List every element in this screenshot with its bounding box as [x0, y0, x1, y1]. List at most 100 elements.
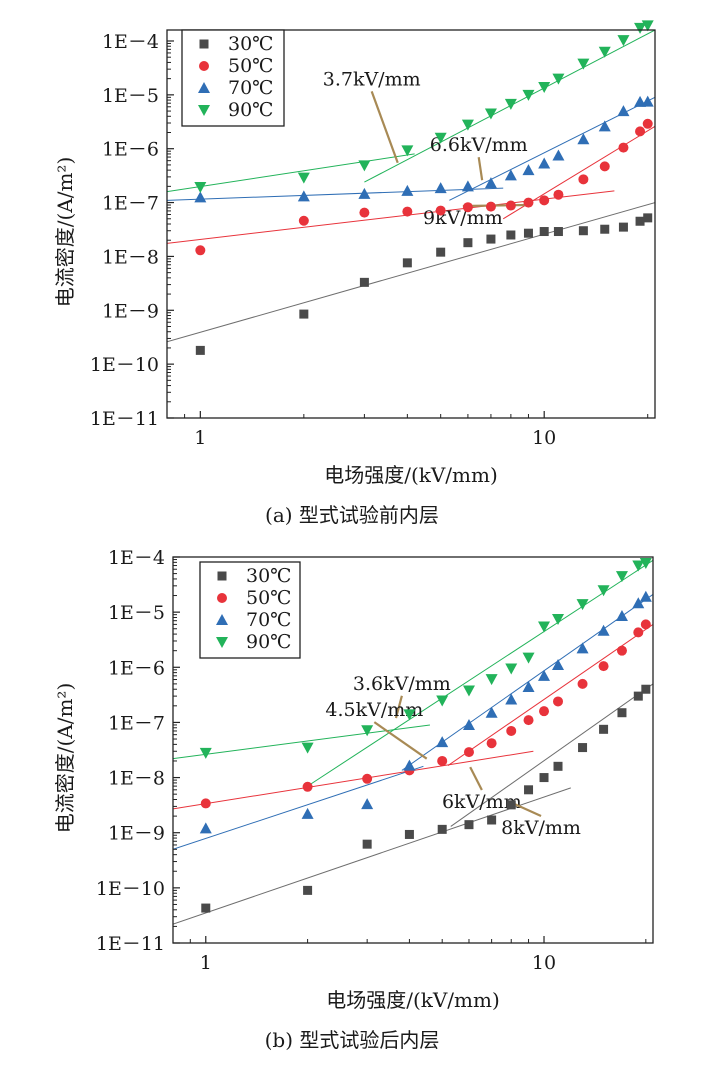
annotation-leader: [512, 802, 542, 817]
legend-label: 50℃: [246, 587, 291, 609]
x-tick-label: 1: [200, 952, 212, 974]
y-tick-label: 1E－4: [102, 31, 159, 53]
data-point: [434, 182, 447, 194]
chart-b-points: [199, 557, 652, 913]
data-point: [506, 725, 517, 736]
legend-marker: [198, 105, 210, 116]
data-point: [463, 747, 474, 758]
data-point: [641, 684, 651, 694]
data-point: [617, 708, 627, 718]
data-point: [462, 202, 473, 213]
fit-line: [167, 202, 655, 343]
fit-line: [173, 750, 534, 810]
data-point: [401, 145, 414, 157]
legend-marker: [198, 82, 210, 93]
data-point: [635, 126, 646, 137]
y-tick-label: 1E－5: [102, 85, 159, 107]
data-point: [506, 800, 516, 810]
data-point: [632, 597, 645, 609]
legend-marker: [217, 593, 227, 603]
data-point: [618, 142, 629, 153]
annotation-label: 4.5kV/mm: [325, 699, 423, 721]
fit-line: [447, 623, 653, 766]
data-point: [633, 691, 643, 701]
fit-line: [173, 765, 424, 850]
legend-label: 30℃: [246, 565, 291, 587]
legend-marker: [199, 61, 209, 71]
y-tick-label: 1E－6: [102, 139, 159, 161]
data-point: [484, 108, 497, 120]
legend-label: 50℃: [228, 55, 273, 77]
legend-box: [199, 561, 301, 659]
y-axis-label: 电流密度/(A/m²): [53, 683, 77, 834]
data-point: [298, 215, 309, 226]
data-point: [303, 885, 313, 895]
x-tick-label: 10: [532, 427, 556, 449]
data-point: [632, 560, 645, 572]
data-point: [553, 189, 564, 200]
fit-line: [450, 683, 653, 827]
data-point: [484, 177, 497, 189]
data-point: [404, 829, 414, 839]
figure-caption: (b) 型式试验后内层: [265, 1028, 440, 1052]
data-point: [403, 709, 416, 721]
data-point: [641, 95, 654, 107]
data-point: [538, 157, 551, 169]
data-point: [599, 724, 609, 734]
data-point: [403, 759, 416, 771]
annotation-leader: [373, 721, 428, 760]
data-point: [578, 174, 589, 185]
data-point: [200, 798, 211, 809]
data-point: [462, 718, 475, 730]
data-point: [639, 557, 652, 569]
legend-marker: [199, 39, 209, 49]
data-point: [577, 133, 590, 145]
legend-label: 90℃: [228, 99, 273, 121]
chart-a-legend: 30℃50℃70℃90℃: [181, 29, 285, 127]
data-point: [522, 164, 535, 176]
data-point: [436, 247, 446, 257]
y-tick-label: 1E－7: [108, 712, 165, 734]
data-point: [199, 747, 212, 759]
data-point: [634, 22, 647, 34]
legend-marker: [216, 614, 228, 625]
data-point: [505, 663, 518, 675]
y-tick-label: 1E－7: [102, 193, 159, 215]
data-point: [195, 345, 205, 355]
data-point: [577, 58, 590, 70]
chart-b-annotations: 3.6kV/mm 4.5kV/mm 6kV/mm 8kV/mm: [325, 673, 581, 839]
data-point: [539, 227, 549, 237]
legend-label: 70℃: [228, 77, 273, 99]
data-point: [485, 706, 498, 718]
data-point: [639, 590, 652, 602]
y-tick-label: 1E－9: [102, 300, 159, 322]
data-point: [301, 807, 314, 819]
data-point: [642, 118, 653, 129]
fit-line: [173, 724, 431, 760]
data-point: [297, 172, 310, 184]
y-tick-label: 1E－9: [108, 823, 165, 845]
fit-line: [167, 187, 504, 201]
data-point: [539, 195, 550, 206]
data-point: [362, 839, 372, 849]
data-point: [402, 206, 413, 217]
annotation-leader: [469, 766, 483, 791]
data-point: [505, 693, 518, 705]
data-point: [553, 696, 564, 707]
data-point: [641, 20, 654, 32]
data-point: [485, 201, 496, 212]
annotation-leader: [477, 157, 484, 181]
legend-label: 30℃: [228, 33, 273, 55]
chart-a-points: [194, 20, 654, 355]
data-point: [616, 645, 627, 656]
annotation-label: 8kV/mm: [501, 817, 581, 839]
data-point: [201, 903, 211, 913]
data-point: [487, 815, 497, 825]
data-point: [522, 680, 535, 692]
annotation-label: 3.7kV/mm: [323, 68, 421, 90]
data-point: [552, 659, 565, 671]
data-point: [599, 161, 610, 172]
data-point: [522, 89, 535, 101]
